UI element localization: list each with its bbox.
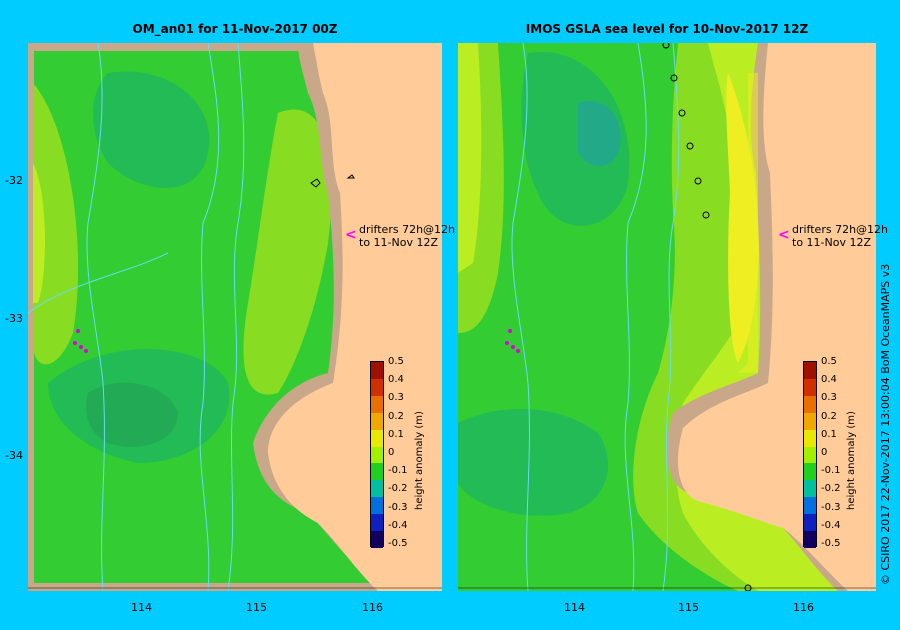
lat-label: -34 (5, 449, 23, 462)
colorbar-swatch (371, 480, 383, 498)
lat-label: -33 (5, 312, 23, 325)
colorbar-tick-label: -0.4 (388, 519, 408, 531)
colorbar-swatch (371, 362, 383, 379)
lon-label: 116 (793, 601, 814, 614)
colorbar-tick-label: -0.4 (821, 519, 841, 531)
left-map-panel (28, 43, 442, 591)
drifter-dot (516, 349, 520, 353)
lon-label: 115 (246, 601, 267, 614)
colorbar-swatch (371, 412, 383, 430)
drifter-label-line: drifters 72h@12h (359, 223, 456, 236)
colorbar-tick-label: 0.5 (821, 356, 837, 367)
colorbar-swatch (371, 429, 383, 447)
drifter-label: drifters 72h@12h to 11-Nov 12Z (359, 223, 455, 249)
lon-label: 115 (678, 601, 699, 614)
drifter-dot (79, 345, 83, 349)
altimeter-marker (670, 74, 678, 82)
colorbar-swatch (804, 480, 816, 498)
colorbar-swatch (804, 395, 816, 413)
drifter-arrow-icon: < (345, 227, 357, 243)
drifter-dot (76, 329, 80, 333)
colorbar-tick-label: 0 (388, 447, 395, 458)
colorbar-swatch (804, 531, 816, 548)
colorbar-swatch (371, 378, 383, 396)
colorbar-swatch (371, 463, 383, 481)
left-map-title: OM_an01 for 11-Nov-2017 00Z (132, 22, 338, 36)
colorbar-tick-label: -0.5 (821, 538, 841, 549)
colorbar (370, 361, 384, 548)
drifter-label: drifters 72h@12h to 11-Nov 12Z (792, 223, 888, 249)
altimeter-marker (678, 109, 686, 117)
drifter-dot (505, 341, 509, 345)
colorbar-swatch (804, 497, 816, 515)
lon-label: 114 (131, 601, 152, 614)
colorbar-tick-label: 0.1 (388, 428, 404, 440)
colorbar-swatch (371, 497, 383, 515)
colorbar-swatch (804, 463, 816, 481)
colorbar-tick-label: -0.1 (821, 465, 841, 477)
drifter-label-line: to 11-Nov 12Z (359, 236, 439, 249)
colorbar-swatch (804, 514, 816, 532)
altimeter-marker (686, 142, 694, 150)
colorbar-tick-label: -0.3 (821, 501, 841, 513)
drifter-label-line: to 11-Nov 12Z (792, 236, 872, 249)
colorbar-tick-label: 0.3 (388, 392, 404, 404)
altimeter-marker (702, 211, 710, 219)
drifter-dot (84, 349, 88, 353)
colorbar-swatch (804, 362, 816, 379)
colorbar-tick-label: 0.2 (821, 410, 837, 422)
colorbar-tick-label: 0.2 (388, 410, 404, 422)
colorbar (803, 361, 817, 548)
colorbar-swatch (371, 531, 383, 548)
colorbar-tick-label: 0.5 (388, 356, 404, 367)
colorbar-tick-label: -0.5 (388, 538, 408, 549)
colorbar-tick-label: -0.3 (388, 501, 408, 513)
colorbar-swatch (804, 378, 816, 396)
colorbar-swatch (371, 395, 383, 413)
colorbar-tick-label: 0.4 (388, 374, 404, 386)
drifter-dot (508, 329, 512, 333)
lon-label: 114 (564, 601, 585, 614)
lon-label: 116 (362, 601, 383, 614)
altimeter-marker (694, 177, 702, 185)
colorbar-tick-label: -0.1 (388, 465, 408, 477)
colorbar-swatch (804, 429, 816, 447)
right-map-title: IMOS GSLA sea level for 10-Nov-2017 12Z (525, 22, 809, 36)
credit-text: © CSIRO 2017 22-Nov-2017 13:00:04 BoM Oc… (879, 263, 892, 585)
colorbar-tick-label: 0.4 (821, 374, 837, 386)
drifter-arrow-icon: < (778, 227, 790, 243)
colorbar-swatch (804, 446, 816, 464)
drifter-dot (73, 341, 77, 345)
colorbar-tick-label: -0.2 (388, 483, 408, 495)
colorbar-tick-label: 0.1 (821, 428, 837, 440)
colorbar-tick-label: 0.3 (821, 392, 837, 404)
colorbar-swatch (371, 446, 383, 464)
lat-label: -32 (5, 174, 23, 187)
colorbar-tick-label: -0.2 (821, 483, 841, 495)
altimeter-marker (662, 43, 670, 49)
colorbar-tick-label: 0 (821, 447, 828, 458)
colorbar-title: height anomaly (m) (846, 411, 857, 510)
colorbar-title: height anomaly (m) (414, 411, 425, 510)
colorbar-swatch (371, 514, 383, 532)
drifter-dot (511, 345, 515, 349)
drifter-label-line: drifters 72h@12h (792, 223, 889, 236)
colorbar-swatch (804, 412, 816, 430)
right-map-panel (458, 43, 876, 591)
